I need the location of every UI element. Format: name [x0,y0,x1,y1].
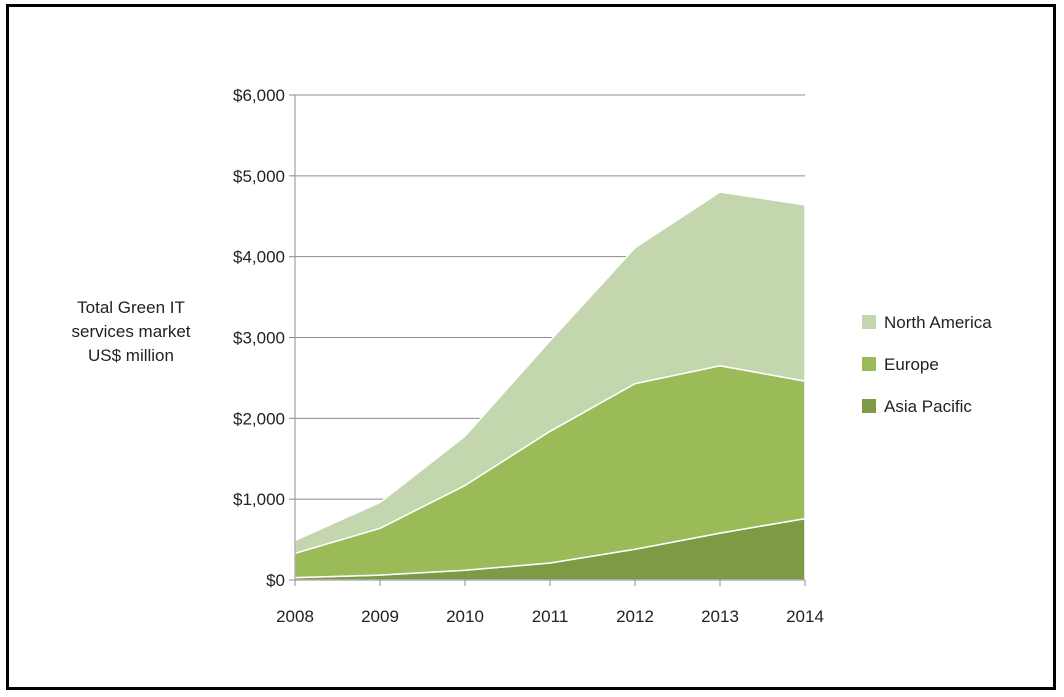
y-axis-label-line-2: services market [71,322,191,341]
x-tick-labels: 2008 2009 2010 2011 2012 2013 2014 [276,607,824,626]
y-tick-labels: $0 $1,000 $2,000 $3,000 $4,000 $5,000 $6,000 [233,86,285,590]
x-tick-label: 2013 [701,607,739,626]
x-tick-label: 2012 [616,607,654,626]
legend-label-asia-pacific: Asia Pacific [884,397,972,416]
x-tick-label: 2014 [786,607,824,626]
legend-swatch-asia-pacific [862,399,876,413]
area-series [294,191,806,581]
y-tick-label: $4,000 [233,248,285,267]
legend: North America Europe Asia Pacific [862,313,992,416]
x-tick-label: 2010 [446,607,484,626]
y-tick-label: $0 [266,571,285,590]
area-north-america [294,191,806,555]
y-tick-label: $1,000 [233,490,285,509]
x-tick-label: 2011 [532,607,569,626]
y-axis-label: Total Green IT services market US$ milli… [40,296,222,368]
x-tick-label: 2009 [361,607,399,626]
y-axis-label-line-3: US$ million [88,346,174,365]
legend-swatch-europe [862,357,876,371]
y-axis-label-line-1: Total Green IT [77,298,185,317]
y-tick-label: $2,000 [233,409,285,428]
y-tick-label: $6,000 [233,86,285,105]
axes [289,94,806,586]
y-tick-label: $5,000 [233,167,285,186]
x-tick-label: 2008 [276,607,314,626]
y-tick-label: $3,000 [233,329,285,348]
legend-swatch-north-america [862,315,876,329]
legend-label-europe: Europe [884,355,939,374]
legend-label-north-america: North America [884,313,992,332]
